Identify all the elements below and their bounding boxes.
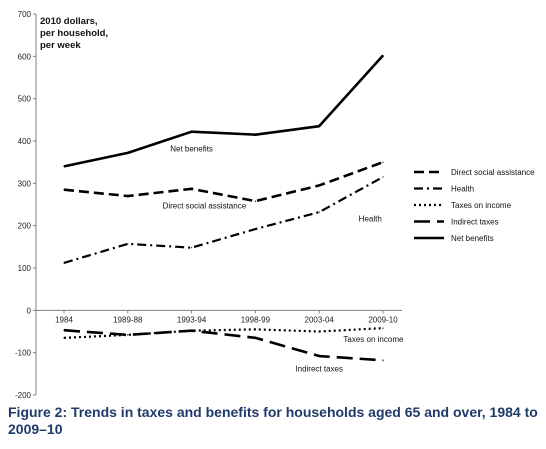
- y-tick-label: -100: [15, 349, 32, 358]
- data-point: [63, 337, 65, 339]
- data-point: [318, 330, 320, 333]
- data-point: [191, 131, 193, 133]
- series-line: [63, 54, 384, 168]
- y-tick-label: 300: [18, 179, 32, 188]
- data-point: [63, 262, 65, 264]
- x-tick-label: 1984: [55, 315, 73, 324]
- data-point: [254, 134, 256, 136]
- y-tick-label: 100: [18, 264, 32, 273]
- line-chart: -200 -100 0 100 200 300 400 500 600 700 1984 1989-8…: [15, 10, 535, 400]
- x-tick-label: 2003-04: [305, 315, 335, 324]
- y-tick-label: 600: [18, 52, 32, 61]
- x-tick-label: 1993-94: [177, 315, 207, 324]
- series-annotation: Direct social assistance: [163, 202, 247, 211]
- data-point: [382, 54, 384, 57]
- data-point: [318, 125, 320, 127]
- legend-label: Net benefits: [451, 234, 494, 243]
- figure-caption: Figure 2: Trends in taxes and benefits f…: [8, 404, 538, 437]
- data-point: [127, 243, 129, 245]
- series-annotation: Health: [359, 214, 382, 223]
- legend-label: Health: [451, 185, 474, 194]
- data-point: [382, 359, 384, 361]
- legend-label: Direct social assistance: [451, 168, 535, 177]
- y-tick-label: 0: [27, 306, 32, 315]
- series-annotation: Net benefits: [170, 145, 213, 154]
- data-point: [382, 327, 384, 329]
- data-point: [127, 334, 129, 336]
- legend-label: Indirect taxes: [451, 218, 499, 227]
- data-point: [318, 211, 320, 213]
- x-tick-label: 1989-88: [113, 315, 143, 324]
- y-unit-label: per household,: [40, 28, 108, 39]
- data-point: [191, 247, 193, 249]
- legend-label: Taxes on income: [451, 201, 512, 210]
- y-unit-label: 2010 dollars,: [40, 16, 98, 27]
- data-point: [63, 189, 65, 191]
- data-point: [318, 184, 320, 187]
- data-point: [254, 337, 256, 339]
- y-tick-label: 700: [18, 10, 32, 19]
- y-tick-label: 200: [18, 222, 32, 231]
- series-annotation: Indirect taxes: [295, 365, 343, 374]
- y-tick-label: 400: [18, 137, 32, 146]
- data-point: [318, 355, 320, 357]
- data-point: [254, 228, 256, 230]
- data-point: [63, 329, 65, 331]
- data-point: [254, 328, 256, 330]
- data-point: [254, 200, 256, 202]
- y-tick-label: -200: [15, 391, 32, 400]
- y-tick-label: 500: [18, 95, 32, 104]
- data-point: [191, 188, 193, 190]
- series-line: [63, 328, 384, 362]
- data-point: [127, 195, 129, 197]
- series-line: [63, 160, 384, 203]
- series-line: [63, 176, 384, 264]
- data-point: [63, 165, 65, 167]
- data-point: [191, 330, 193, 332]
- x-tick-label: 1998-99: [241, 315, 271, 324]
- data-point: [382, 176, 384, 178]
- x-tick-label: 2009-10: [368, 315, 398, 324]
- series-line: [63, 327, 384, 339]
- data-point: [127, 152, 129, 154]
- y-unit-label: per week: [40, 40, 81, 51]
- series-annotation: Taxes on income: [343, 335, 404, 344]
- data-point: [382, 161, 384, 163]
